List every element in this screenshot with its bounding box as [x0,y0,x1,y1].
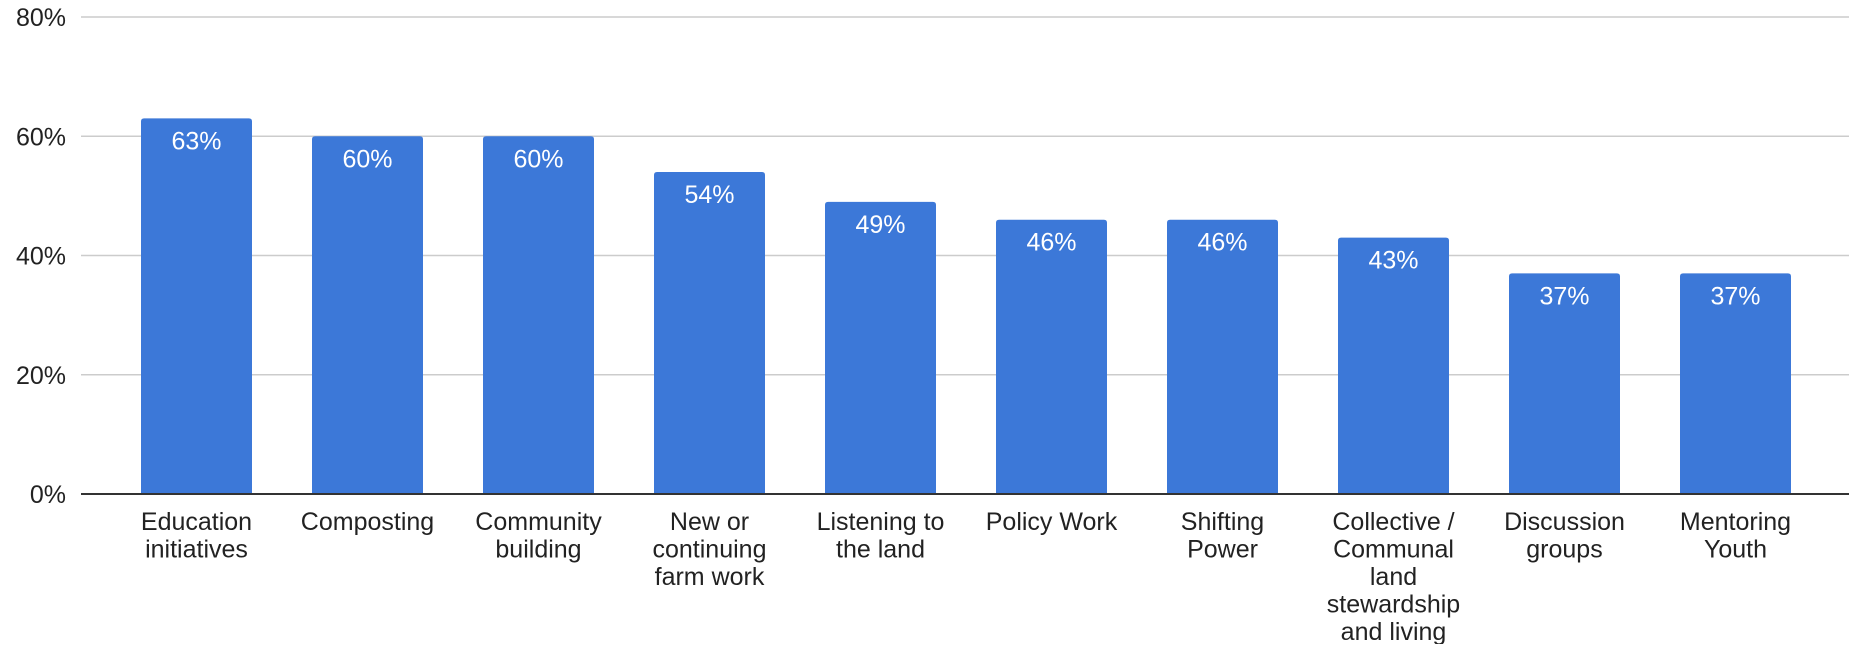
bars [141,118,1791,495]
data-label: 37% [1539,282,1589,310]
bar [654,172,765,494]
data-label: 46% [1197,229,1247,257]
x-tick-label-line: Composting [301,508,434,536]
x-axis-tick-labels: Education initiatives Composting Community b… [141,508,1791,646]
x-tick-label-line: farm work [655,563,765,591]
x-tick-label: Listening to the land [817,508,945,564]
x-tick-label-line: Power [1187,536,1258,564]
x-tick-label: Shifting Power [1181,508,1264,564]
bar [1680,273,1791,494]
x-tick-label: Mentoring Youth [1680,508,1791,564]
x-tick-label-line: Listening to [817,508,945,536]
x-tick-label-line: Policy Work [986,508,1118,536]
y-tick-label: 80% [16,4,66,32]
data-label: 54% [684,181,734,209]
data-labels: 63% 60% 60% 54% 49% 46% 46% 43% 37% 37% [171,127,1760,310]
x-tick-label-line: Communal [1333,536,1454,564]
x-tick-label-line: and living [1341,618,1447,644]
data-label: 43% [1368,247,1418,275]
x-tick-label: Discussion groups [1504,508,1625,564]
y-tick-label: 60% [16,123,66,151]
x-tick-label: New or continuing farm work [653,508,767,591]
y-tick-label: 20% [16,362,66,390]
x-tick-label: Policy Work [986,508,1118,536]
data-label: 37% [1710,282,1760,310]
x-tick-label-line: Collective / [1332,508,1454,536]
bar [1338,237,1449,495]
x-tick-label-line: New or [670,508,749,536]
x-tick-label-line: Discussion [1504,508,1625,536]
x-tick-label-line: groups [1526,536,1602,564]
x-tick-label-line: the land [836,536,925,564]
x-tick-label-line: Shifting [1181,508,1264,536]
x-tick-label: Community building [475,508,602,564]
bar [141,118,252,495]
bar [996,219,1107,494]
x-tick-label-line: building [495,536,581,564]
x-tick-label-line: Mentoring [1680,508,1791,536]
x-tick-label-line: Community [475,508,602,536]
data-label: 60% [513,145,563,173]
data-label: 46% [1026,229,1076,257]
x-tick-label: Education initiatives [141,508,252,564]
y-axis-tick-labels: 0% 20% 40% 60% 80% [16,4,66,509]
bar [1167,219,1278,494]
data-label: 49% [855,211,905,239]
x-tick-label-line: Youth [1704,536,1767,564]
x-tick-label-line: initiatives [145,536,248,564]
x-tick-label-line: land [1370,563,1417,591]
data-label: 60% [342,145,392,173]
x-tick-label-line: continuing [653,536,767,564]
bar [312,136,423,494]
y-tick-label: 0% [30,481,66,509]
bar [483,136,594,494]
x-tick-label-line: Education [141,508,252,536]
bar [1509,273,1620,494]
x-tick-label-line: stewardship [1327,591,1460,619]
y-tick-label: 40% [16,243,66,271]
x-tick-label: Composting [301,508,434,536]
data-label: 63% [171,127,221,155]
x-tick-label: Collective / Communal land stewardship and l… [1327,508,1460,644]
bar [825,201,936,494]
